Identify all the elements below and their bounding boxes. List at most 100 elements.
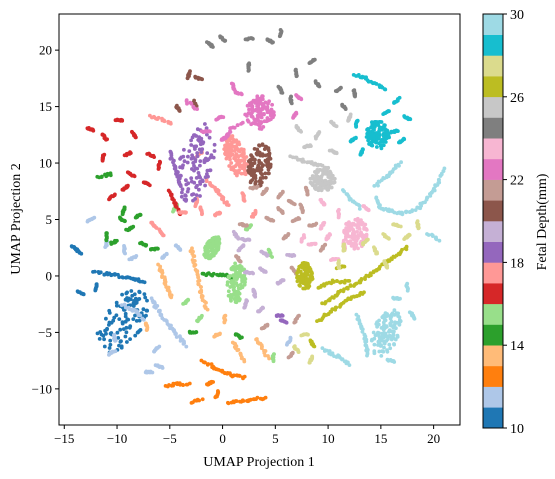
scatter-point [379, 146, 384, 151]
scatter-point [392, 329, 396, 334]
scatter-point [171, 209, 175, 214]
scatter-point [317, 84, 322, 89]
scatter-point [271, 359, 276, 364]
scatter-point [210, 244, 214, 249]
scatter-point [313, 185, 317, 189]
scatter-point [323, 181, 327, 186]
scatter-point [208, 168, 213, 173]
scatter-cluster [318, 197, 327, 207]
scatter-point [307, 360, 312, 365]
scatter-point [250, 115, 255, 119]
scatter-point [204, 251, 209, 256]
scatter-point [250, 163, 255, 168]
scatter-point [270, 255, 274, 259]
scatter-point [162, 119, 167, 124]
scatter-point [400, 247, 404, 252]
scatter-point [260, 152, 265, 157]
scatter-point [219, 137, 224, 142]
scatter-point [360, 222, 364, 227]
scatter-point [356, 219, 360, 224]
scatter-cluster [100, 152, 107, 163]
scatter-cluster [308, 167, 337, 193]
scatter-point [178, 165, 183, 170]
scatter-point [199, 150, 204, 155]
scatter-point [92, 269, 97, 274]
colorbar-segment [483, 345, 503, 367]
scatter-point [333, 89, 338, 93]
scatter-point [205, 362, 210, 367]
scatter-point [141, 317, 146, 322]
scatter-point [126, 298, 130, 303]
scatter-point [392, 360, 397, 364]
scatter-cluster [302, 143, 313, 150]
scatter-point [175, 174, 180, 179]
scatter-point [160, 256, 165, 260]
scatter-point [437, 238, 442, 243]
scatter-point [192, 264, 197, 268]
scatter-point [103, 245, 108, 250]
scatter-point [347, 363, 352, 367]
scatter-cluster [382, 259, 390, 270]
scatter-cluster [318, 242, 328, 253]
scatter-point [397, 140, 401, 145]
scatter-cluster [275, 278, 286, 286]
scatter-point [124, 227, 128, 232]
scatter-cluster [174, 103, 182, 113]
scatter-point [112, 315, 117, 320]
scatter-point [239, 164, 243, 169]
scatter-cluster [205, 379, 216, 387]
scatter-cluster [231, 229, 241, 241]
scatter-point [387, 333, 392, 338]
scatter-point [384, 334, 389, 338]
scatter-point [193, 166, 198, 171]
scatter-cluster [381, 232, 391, 241]
scatter-cluster [306, 241, 318, 247]
scatter-point [382, 313, 387, 318]
scatter-cluster [133, 212, 143, 220]
colorbar-segment [483, 365, 503, 387]
scatter-point [243, 37, 248, 42]
scatter-point [255, 96, 260, 101]
scatter-cluster [254, 337, 271, 361]
scatter-point [346, 223, 351, 228]
scatter-point [258, 99, 263, 103]
scatter-point [396, 162, 401, 167]
scatter-point [352, 244, 357, 248]
scatter-point [211, 271, 216, 276]
scatter-point [385, 349, 390, 354]
scatter-point [238, 263, 242, 268]
scatter-cluster [360, 237, 370, 247]
scatter-cluster [107, 349, 118, 357]
scatter-point [258, 113, 262, 118]
scatter-point [263, 270, 268, 274]
scatter-point [184, 199, 188, 203]
scatter-point [300, 210, 305, 215]
scatter-point [242, 359, 247, 364]
scatter-point [107, 197, 111, 202]
scatter-point [194, 193, 199, 198]
scatter-point [209, 248, 214, 253]
x-tick-label: 0 [219, 431, 226, 446]
scatter-point [184, 182, 189, 187]
scatter-point [361, 242, 365, 247]
scatter-point [213, 213, 217, 217]
scatter-cluster [233, 89, 244, 97]
scatter-point [232, 285, 237, 290]
scatter-cluster [397, 136, 407, 145]
scatter-point [211, 45, 215, 49]
scatter-point [121, 327, 126, 331]
scatter-cluster [361, 204, 371, 213]
scatter-cluster [354, 312, 370, 358]
scatter-cluster [233, 332, 244, 340]
scatter-point [222, 320, 227, 325]
colorbar-segment [483, 55, 503, 77]
scatter-point [388, 321, 393, 326]
colorbar-segment [483, 158, 503, 180]
scatter-point [249, 179, 253, 184]
scatter-point [364, 135, 369, 139]
scatter-cluster [289, 265, 298, 276]
scatter-point [198, 163, 202, 168]
scatter-cluster [225, 261, 248, 305]
scatter-point [212, 334, 217, 339]
scatter-point [152, 349, 156, 354]
